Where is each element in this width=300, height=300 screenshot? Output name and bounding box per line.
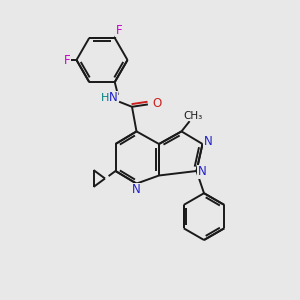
- Text: F: F: [116, 24, 122, 37]
- Text: H: H: [101, 93, 109, 103]
- Text: N: N: [197, 165, 206, 178]
- Text: N: N: [109, 91, 118, 104]
- Text: CH₃: CH₃: [184, 111, 203, 121]
- Text: O: O: [152, 97, 161, 110]
- Text: F: F: [64, 53, 71, 67]
- Text: N: N: [203, 135, 212, 148]
- Text: N: N: [131, 183, 140, 196]
